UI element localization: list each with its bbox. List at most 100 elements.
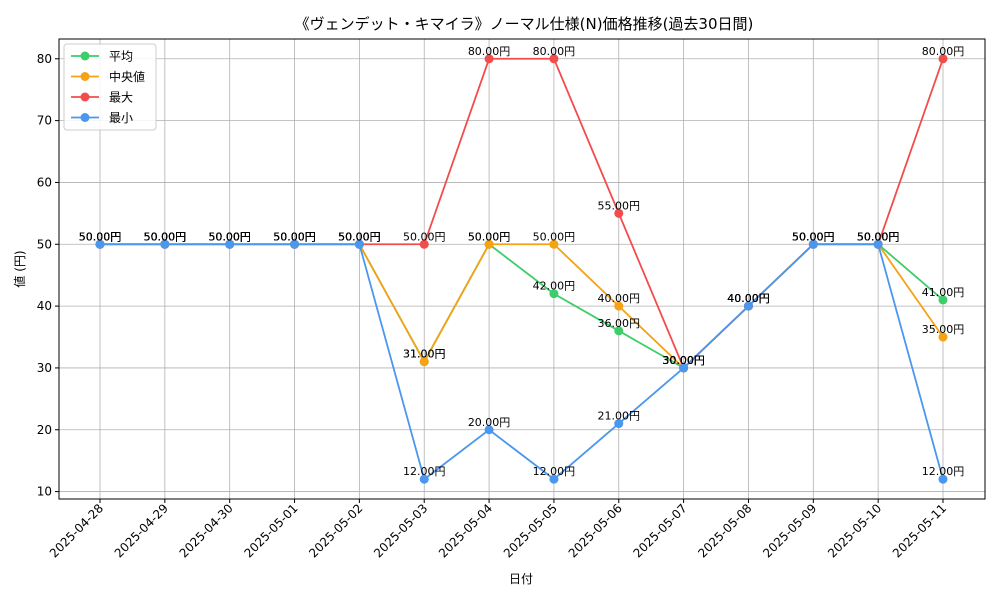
series-2	[95, 54, 948, 373]
legend-label: 平均	[109, 50, 133, 64]
data-point	[549, 289, 559, 299]
grid	[59, 39, 985, 499]
data-label: 50.00円	[792, 230, 835, 243]
y-axis-ticks: 10 20 30 40 50 60 70 80	[37, 52, 59, 499]
data-label: 36.00円	[598, 317, 641, 330]
data-point	[743, 301, 753, 311]
data-label: 50.00円	[338, 230, 381, 243]
legend-item: 平均	[71, 50, 133, 64]
x-axis-ticks: 2025-04-28 2025-04-29 2025-04-30 2025-05-01…	[47, 499, 949, 560]
data-point	[549, 239, 559, 249]
data-point	[614, 419, 624, 429]
legend-box	[63, 43, 157, 131]
data-label: 42.00円	[533, 280, 576, 293]
data-label: 50.00円	[403, 230, 446, 243]
legend-marker	[80, 113, 90, 122]
data-label: 50.00円	[273, 230, 316, 243]
data-label: 40.00円	[727, 292, 770, 305]
data-label: 12.00円	[533, 465, 576, 478]
data-label: 12.00円	[403, 465, 446, 478]
data-label: 50.00円	[79, 230, 122, 243]
legend-label: 中央値	[109, 69, 145, 84]
data-point	[808, 239, 818, 249]
data-label: 40.00円	[727, 292, 770, 305]
data-label: 50.00円	[208, 230, 251, 243]
data-label: 50.00円	[79, 230, 122, 243]
data-label: 50.00円	[208, 230, 251, 243]
data-point	[419, 474, 429, 484]
legend-label: 最大	[109, 91, 133, 105]
data-point	[95, 239, 105, 249]
x-axis-label: 日付	[509, 572, 533, 586]
data-point	[873, 239, 883, 249]
data-point	[938, 474, 948, 484]
data-label: 40.00円	[727, 292, 770, 305]
series-3	[95, 239, 948, 484]
data-label: 50.00円	[144, 230, 187, 243]
legend-item: 中央値	[71, 69, 145, 84]
data-label: 50.00円	[792, 230, 835, 243]
data-point	[614, 208, 624, 218]
series-line	[100, 57, 944, 370]
data-point	[614, 326, 624, 336]
data-point	[419, 239, 429, 249]
data-point	[938, 54, 948, 64]
x-tick-label: 2025-04-30	[177, 501, 236, 560]
data-point	[225, 239, 235, 249]
data-label: 12.00円	[922, 465, 965, 478]
data-point	[549, 54, 559, 64]
data-point	[938, 332, 948, 342]
data-point	[160, 239, 170, 249]
x-tick-label: 2025-05-02	[306, 501, 365, 560]
data-point	[290, 239, 300, 249]
data-label: 30.00円	[662, 354, 705, 367]
x-tick-label: 2025-05-10	[825, 501, 884, 560]
data-label: 40.00円	[598, 292, 641, 305]
data-label: 50.00円	[857, 230, 900, 243]
data-point	[614, 301, 624, 311]
data-labels: 50.00円 50.00円 50.00円 50.00円 50.00円 31.00円 50.0…	[79, 45, 965, 478]
data-label: 30.00円	[662, 354, 705, 367]
data-label: 50.00円	[857, 230, 900, 243]
data-label: 21.00円	[598, 410, 641, 423]
data-point	[938, 295, 948, 305]
data-point	[419, 357, 429, 367]
y-tick-label: 10	[37, 485, 52, 499]
legend-marker	[80, 92, 90, 102]
legend-marker	[80, 72, 90, 81]
data-label: 50.00円	[857, 230, 900, 243]
data-label: 80.00円	[922, 45, 965, 58]
data-label: 30.00円	[662, 354, 705, 367]
data-label: 31.00円	[403, 348, 446, 361]
data-point	[484, 54, 494, 64]
y-tick-label: 60	[37, 175, 52, 189]
y-tick-label: 20	[37, 423, 52, 437]
x-tick-label: 2025-05-01	[241, 501, 300, 560]
x-tick-label: 2025-05-04	[436, 501, 495, 560]
legend-marker	[80, 51, 90, 61]
y-tick-label: 80	[37, 52, 52, 66]
x-tick-label: 2025-05-03	[371, 501, 430, 560]
y-tick-label: 30	[37, 361, 52, 375]
data-label: 30.00円	[662, 354, 705, 367]
y-tick-label: 40	[37, 299, 52, 313]
data-label: 50.00円	[533, 230, 576, 243]
data-label: 41.00円	[922, 286, 965, 299]
data-label: 50.00円	[857, 230, 900, 243]
data-point	[679, 363, 689, 373]
data-label: 50.00円	[273, 230, 316, 243]
series-lines	[95, 54, 948, 484]
y-tick-label: 70	[37, 114, 52, 128]
data-label: 40.00円	[727, 292, 770, 305]
x-tick-label: 2025-05-07	[631, 501, 690, 560]
data-label: 50.00円	[79, 230, 122, 243]
series-line	[100, 243, 944, 481]
data-label: 50.00円	[144, 230, 187, 243]
x-tick-label: 2025-05-05	[501, 501, 560, 560]
legend-item: 最大	[71, 91, 133, 105]
data-label: 50.00円	[273, 230, 316, 243]
data-label: 50.00円	[338, 230, 381, 243]
plot-frame	[58, 38, 986, 500]
data-label: 50.00円	[468, 230, 511, 243]
data-label: 55.00円	[598, 199, 641, 212]
